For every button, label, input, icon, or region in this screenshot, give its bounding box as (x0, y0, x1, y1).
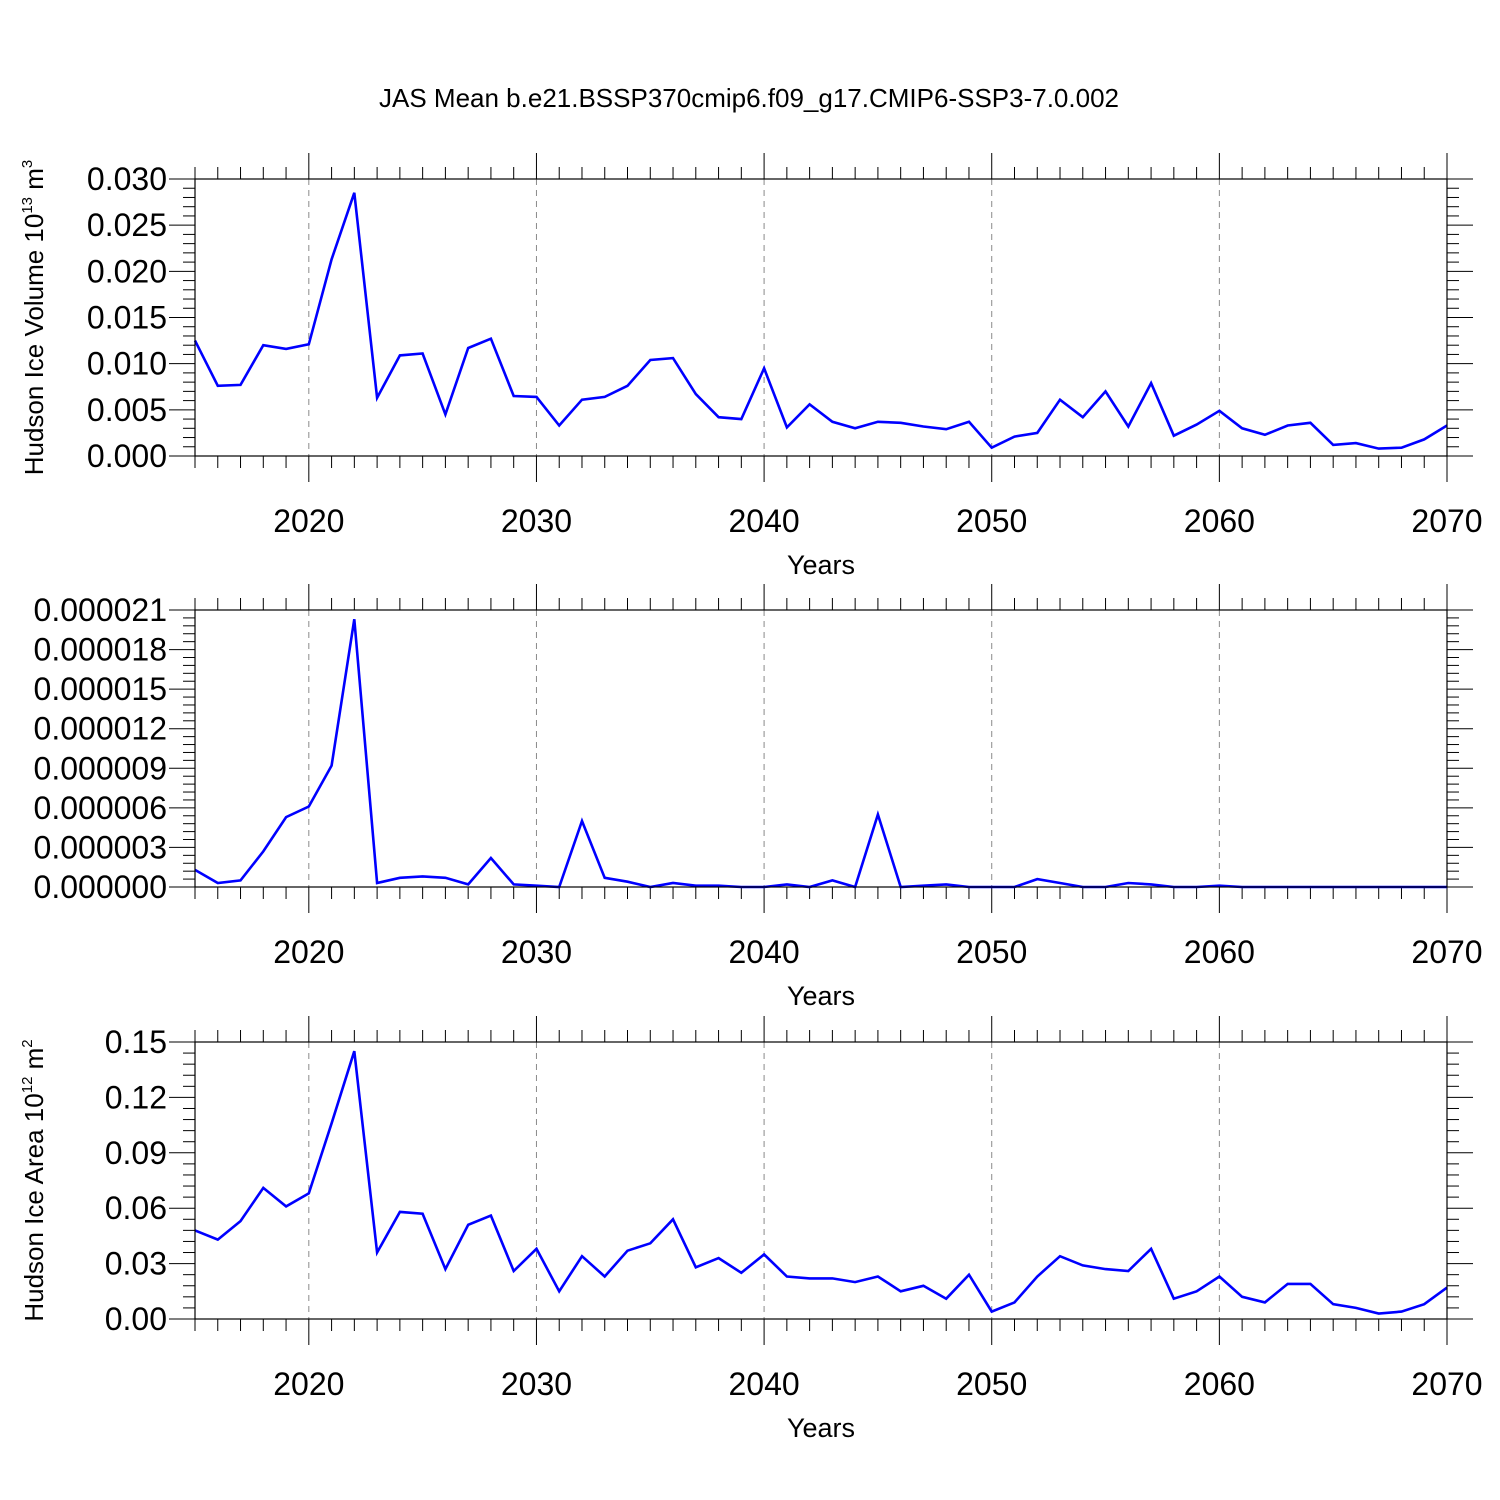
panel-area: 0.00 0.03 0.06 0.09 0.12 0.15 2020 2030 2040 2050… (19, 1016, 1483, 1443)
y-axis-label-unit: m (19, 1048, 49, 1077)
x-tick-label: 2070 (1411, 1366, 1482, 1402)
plot-frame (194, 609, 1448, 888)
y-axis-label-exponent: 12 (19, 1077, 36, 1094)
x-tick-label: 2060 (1184, 934, 1255, 970)
y-tick-label: 0.000012 (34, 711, 167, 747)
y-tick-label: 0.15 (105, 1024, 167, 1060)
x-tick-label: 2050 (956, 503, 1027, 539)
y-tick-label: 0.000018 (34, 632, 167, 668)
x-tick-label: 2040 (728, 1366, 799, 1402)
x-tick-label: 2040 (728, 934, 799, 970)
y-tick-label: 0.000000 (34, 869, 167, 905)
y-tick-label: 0.020 (87, 253, 167, 289)
x-tick-label: 2030 (501, 934, 572, 970)
x-tick-label: 2030 (501, 503, 572, 539)
figure-title: JAS Mean b.e21.BSSP370cmip6.f09_g17.CMIP… (379, 83, 1119, 113)
y-tick-label: 0.06 (105, 1190, 167, 1226)
series-line (194, 1050, 1448, 1315)
y-tick-label: 0.000021 (34, 592, 167, 628)
x-tick-label: 2020 (273, 934, 344, 970)
y-tick-label: 0.030 (87, 161, 167, 197)
y-axis-label: Hudson Ice Area 1012 m2 (19, 1039, 49, 1321)
x-axis-label: Years (787, 550, 855, 580)
series-line (193, 192, 1448, 450)
y-tick-label: 0.010 (87, 346, 167, 382)
x-tick-label: 2030 (501, 1366, 572, 1402)
y-axis-label: Hudson Ice Volume 1013 m3 (19, 160, 49, 476)
panel-volume: 0.000 0.005 0.010 0.015 0.020 0.025 0.030 2020 2… (19, 153, 1483, 580)
y-axis-label-unit-exponent: 2 (19, 1039, 36, 1047)
y-tick-label: 0.000009 (34, 750, 167, 786)
y-tick-label: 0.025 (87, 207, 167, 243)
y-tick-label: 0.000003 (34, 829, 167, 865)
y-axis-label-main: Hudson Ice Volume 10 (19, 214, 49, 476)
x-tick-label: 2050 (956, 934, 1027, 970)
x-tick-label: 2060 (1184, 503, 1255, 539)
x-tick-label: 2070 (1411, 934, 1482, 970)
x-tick-label: 2020 (273, 503, 344, 539)
plot-frame (194, 178, 1448, 457)
y-tick-label: 0.000006 (34, 790, 167, 826)
x-tick-label: 2040 (728, 503, 799, 539)
y-tick-label: 0.005 (87, 392, 167, 428)
y-tick-label: 0.000 (87, 438, 167, 474)
x-tick-label: 2060 (1184, 1366, 1255, 1402)
series-line (194, 619, 1447, 889)
y-tick-label: 0.015 (87, 300, 167, 336)
x-tick-label: 2020 (273, 1366, 344, 1402)
y-axis-label-main: Hudson Ice Area 10 (19, 1093, 49, 1321)
x-tick-label: 2050 (956, 1366, 1027, 1402)
x-tick-label: 2070 (1411, 503, 1482, 539)
y-tick-label: 0.000015 (34, 671, 167, 707)
x-axis-label: Years (787, 981, 855, 1011)
panels: 0.000 0.005 0.010 0.015 0.020 0.025 0.030 2020 2… (19, 153, 1483, 1443)
plot-frame (194, 1041, 1448, 1320)
y-tick-label: 0.09 (105, 1135, 167, 1171)
x-axis-label: Years (787, 1413, 855, 1443)
y-tick-label: 0.00 (105, 1301, 167, 1337)
y-tick-label: 0.12 (105, 1079, 167, 1115)
y-tick-label: 0.03 (105, 1246, 167, 1282)
y-axis-label-unit: m (19, 168, 49, 197)
y-axis-label-unit-exponent: 3 (19, 160, 36, 168)
y-axis-label-exponent: 13 (19, 197, 36, 214)
